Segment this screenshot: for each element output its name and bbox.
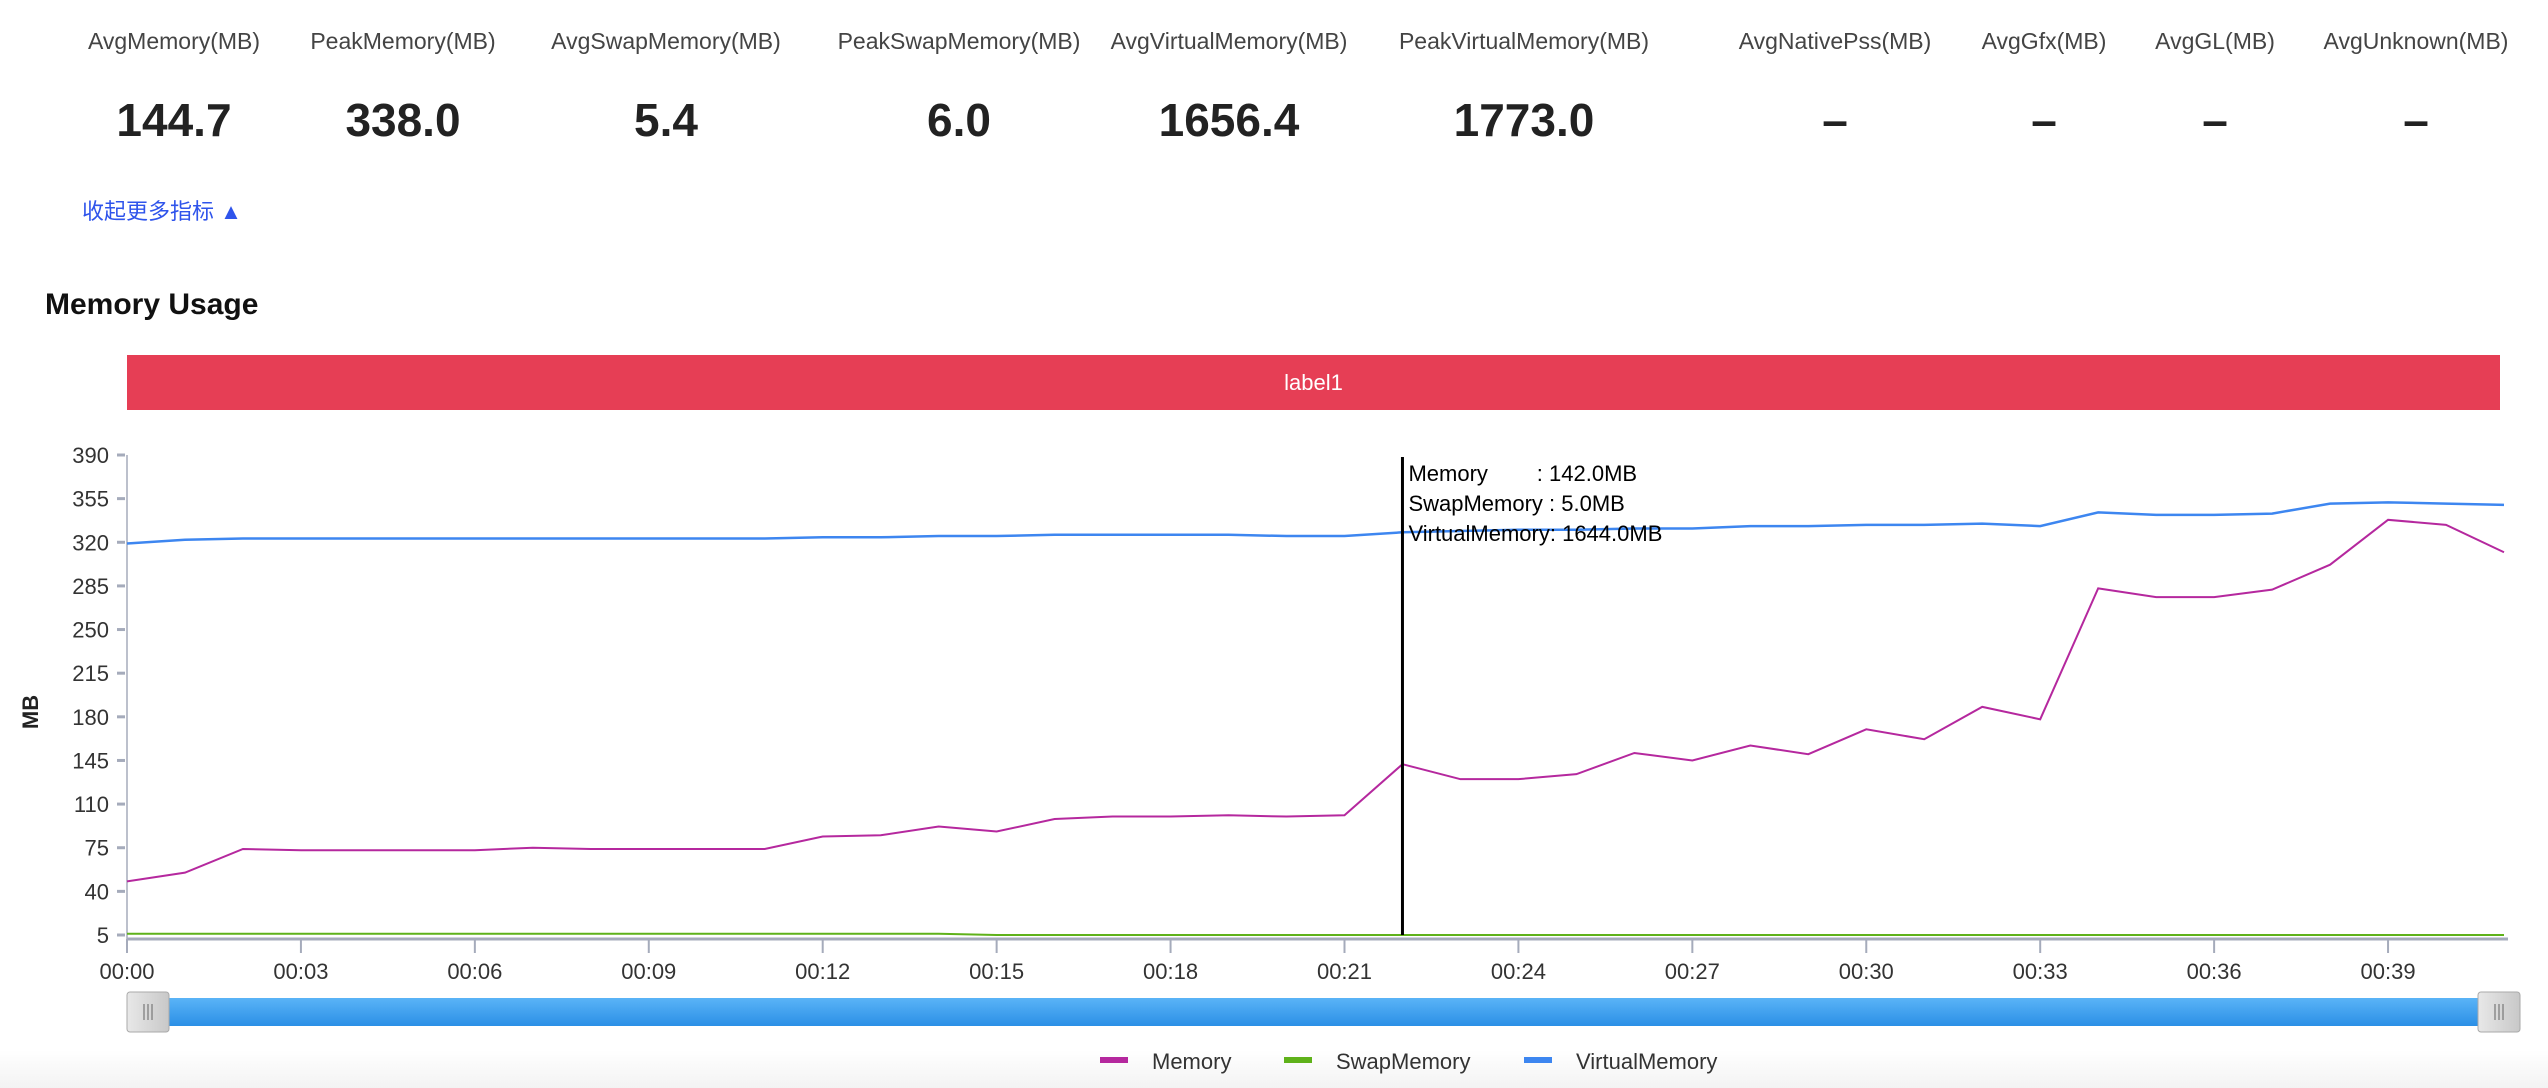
y-tick-label: 40 [85,879,109,904]
metric-card: PeakMemory(MB) 338.0 [310,28,495,147]
metric-label: AvgSwapMemory(MB) [551,28,781,54]
x-tick-label: 00:21 [1317,959,1372,984]
legend-swatch-swapmemory [1284,1057,1312,1063]
metric-value: – [1822,94,1848,146]
legend-item-virtualmemory[interactable]: VirtualMemory [1576,1049,1717,1074]
legend-swatch-virtualmemory [1524,1057,1552,1063]
x-tick-label: 00:15 [969,959,1024,984]
legend-item-swapmemory[interactable]: SwapMemory [1336,1049,1470,1074]
metric-card: AvgNativePss(MB) – [1739,28,1932,147]
y-tick-label: 285 [72,574,109,599]
y-tick-label: 180 [72,705,109,730]
x-tick-label: 00:18 [1143,959,1198,984]
metric-card: PeakSwapMemory(MB) 6.0 [838,28,1081,147]
y-tick-label: 5 [97,923,109,948]
series-line-memory [126,518,2505,883]
metric-card: AvgSwapMemory(MB) 5.4 [551,28,781,147]
metric-value: 1773.0 [1453,94,1595,146]
x-tick-label: 00:00 [99,959,154,984]
series-line-virtualmemory [126,501,2505,545]
metric-label: PeakVirtualMemory(MB) [1398,28,1650,54]
metric-card: AvgUnknown(MB) – [2324,28,2509,147]
x-tick-label: 00:33 [2013,959,2068,984]
metric-value: – [2202,94,2228,146]
metric-card: AvgGfx(MB) – [1982,28,2107,147]
tooltip-line: Memory : 142.0MB [1408,461,1637,486]
collapse-metrics-link[interactable]: 收起更多指标 ▲ [82,199,242,224]
metric-label: AvgMemory(MB) [87,28,261,54]
tooltip-line: VirtualMemory: 1644.0MB [1408,521,1662,546]
metric-value: 5.4 [634,94,698,146]
metric-label: PeakSwapMemory(MB) [837,28,1081,54]
metric-value: 6.0 [927,94,991,146]
metric-value: – [2031,94,2057,146]
label-band: label1 [127,355,2500,410]
metric-value: 1656.4 [1158,94,1300,146]
x-tick-label: 00:06 [447,959,502,984]
range-slider-track[interactable] [140,998,2490,1026]
tooltip-line: SwapMemory : 5.0MB [1408,491,1624,516]
metric-label: AvgUnknown(MB) [2323,28,2509,54]
legend-item-memory[interactable]: Memory [1152,1049,1231,1074]
metric-label: AvgGfx(MB) [1981,28,2107,54]
metric-label: AvgNativePss(MB) [1738,28,1932,54]
x-tick-label: 00:09 [621,959,676,984]
x-tick-label: 00:36 [2187,959,2242,984]
metric-label: AvgVirtualMemory(MB) [1110,28,1348,54]
legend-swatch-memory [1100,1057,1128,1063]
x-tick-label: 00:27 [1665,959,1720,984]
y-tick-label: 145 [72,748,109,773]
metric-value: 338.0 [345,94,461,146]
x-tick-label: 00:03 [273,959,328,984]
metric-value: 144.7 [116,94,232,146]
y-tick-label: 110 [74,792,109,817]
y-tick-label: 75 [85,836,109,861]
metric-card: AvgVirtualMemory(MB) 1656.4 [1111,28,1348,147]
x-tick-label: 00:30 [1839,959,1894,984]
x-tick-label: 00:39 [2361,959,2416,984]
metric-card: AvgMemory(MB) 144.7 [88,28,260,147]
metric-label: AvgGL(MB) [2155,28,2275,54]
metric-card: PeakVirtualMemory(MB) 1773.0 [1399,28,1649,147]
metric-card: AvgGL(MB) – [2155,28,2275,147]
chart-title: Memory Usage [45,288,259,321]
footer [0,1050,2548,1088]
y-tick-label: 250 [72,618,109,643]
y-tick-label: 320 [72,530,109,555]
series-line-swapmemory [127,932,2504,936]
y-tick-label: 215 [72,661,109,686]
metric-label: PeakMemory(MB) [310,28,496,54]
y-tick-label: 390 [72,443,109,468]
x-tick-label: 00:12 [795,959,850,984]
x-tick-label: 00:24 [1491,959,1546,984]
metric-value: – [2403,94,2429,146]
y-tick-label: 355 [72,487,109,512]
y-axis-label: MB [18,695,43,729]
